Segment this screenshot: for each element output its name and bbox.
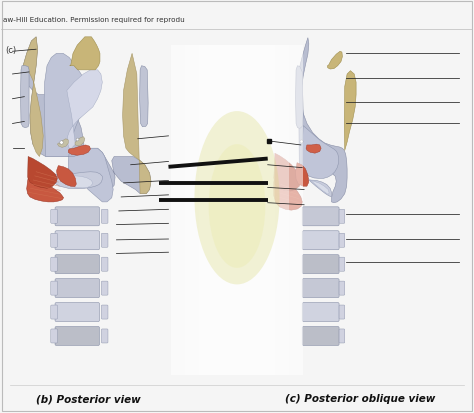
FancyBboxPatch shape bbox=[55, 231, 100, 250]
Bar bbox=[185, 46, 289, 375]
Bar bbox=[171, 46, 303, 375]
Polygon shape bbox=[67, 71, 102, 149]
Polygon shape bbox=[296, 163, 309, 187]
FancyBboxPatch shape bbox=[101, 258, 108, 271]
Polygon shape bbox=[301, 172, 331, 197]
FancyBboxPatch shape bbox=[55, 207, 100, 226]
FancyBboxPatch shape bbox=[339, 210, 345, 224]
Polygon shape bbox=[302, 126, 338, 179]
Text: (c): (c) bbox=[5, 46, 17, 55]
FancyBboxPatch shape bbox=[302, 255, 339, 274]
Ellipse shape bbox=[209, 145, 265, 268]
Polygon shape bbox=[27, 173, 64, 202]
Polygon shape bbox=[140, 66, 148, 128]
FancyBboxPatch shape bbox=[55, 255, 100, 274]
FancyBboxPatch shape bbox=[51, 210, 57, 224]
FancyBboxPatch shape bbox=[302, 303, 339, 322]
FancyBboxPatch shape bbox=[302, 207, 339, 226]
FancyBboxPatch shape bbox=[302, 231, 339, 250]
Polygon shape bbox=[57, 140, 68, 148]
Polygon shape bbox=[75, 138, 85, 146]
Polygon shape bbox=[20, 66, 29, 128]
Polygon shape bbox=[44, 54, 113, 202]
FancyBboxPatch shape bbox=[55, 303, 100, 322]
FancyBboxPatch shape bbox=[339, 305, 345, 319]
Polygon shape bbox=[274, 154, 301, 192]
Text: (c) Posterior oblique view: (c) Posterior oblique view bbox=[285, 393, 435, 403]
Polygon shape bbox=[327, 52, 342, 70]
Polygon shape bbox=[68, 145, 91, 156]
Polygon shape bbox=[296, 66, 303, 129]
FancyBboxPatch shape bbox=[339, 329, 345, 343]
FancyBboxPatch shape bbox=[302, 327, 339, 346]
Bar bbox=[199, 46, 275, 375]
FancyBboxPatch shape bbox=[101, 305, 108, 319]
FancyBboxPatch shape bbox=[302, 279, 339, 298]
Ellipse shape bbox=[194, 112, 280, 285]
Polygon shape bbox=[27, 157, 57, 189]
Polygon shape bbox=[306, 178, 329, 195]
Polygon shape bbox=[70, 38, 100, 71]
Polygon shape bbox=[123, 54, 151, 194]
Polygon shape bbox=[22, 38, 151, 194]
Polygon shape bbox=[60, 176, 93, 188]
FancyBboxPatch shape bbox=[51, 258, 57, 271]
Polygon shape bbox=[48, 172, 102, 189]
Polygon shape bbox=[344, 71, 356, 151]
FancyBboxPatch shape bbox=[51, 305, 57, 319]
Text: (b) Posterior view: (b) Posterior view bbox=[36, 393, 140, 403]
Polygon shape bbox=[22, 38, 43, 157]
FancyBboxPatch shape bbox=[339, 234, 345, 248]
FancyBboxPatch shape bbox=[55, 279, 100, 298]
FancyBboxPatch shape bbox=[101, 234, 108, 248]
FancyBboxPatch shape bbox=[55, 327, 100, 346]
FancyBboxPatch shape bbox=[51, 234, 57, 248]
Polygon shape bbox=[299, 38, 347, 203]
FancyBboxPatch shape bbox=[339, 281, 345, 295]
Polygon shape bbox=[306, 145, 321, 154]
FancyBboxPatch shape bbox=[339, 258, 345, 271]
FancyBboxPatch shape bbox=[101, 210, 108, 224]
FancyBboxPatch shape bbox=[51, 281, 57, 295]
FancyBboxPatch shape bbox=[101, 281, 108, 295]
Polygon shape bbox=[56, 166, 76, 187]
FancyBboxPatch shape bbox=[51, 329, 57, 343]
Polygon shape bbox=[274, 170, 302, 211]
Text: aw-Hill Education. Permission required for reprodu: aw-Hill Education. Permission required f… bbox=[3, 17, 185, 23]
FancyBboxPatch shape bbox=[101, 329, 108, 343]
